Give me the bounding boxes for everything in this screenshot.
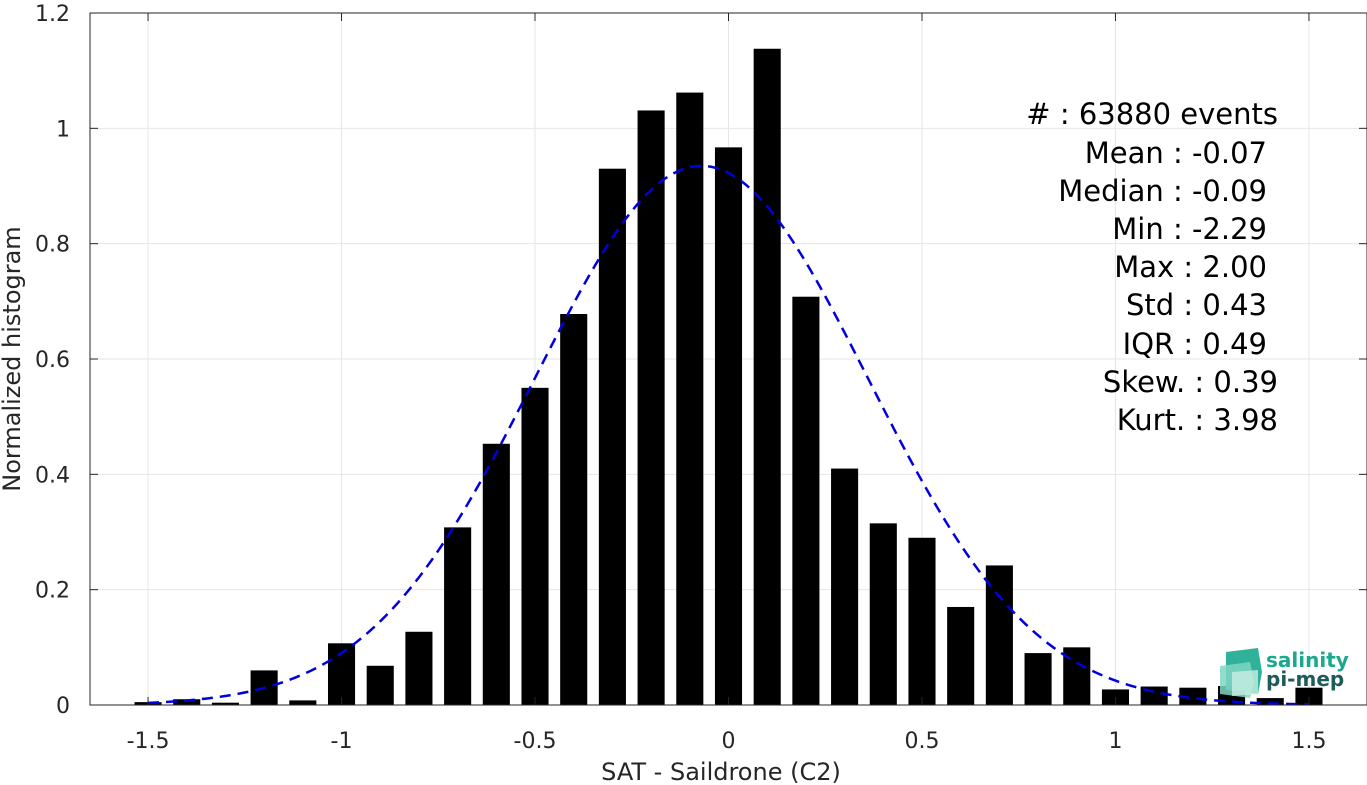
stat-max: Max : 2.00 <box>1114 250 1267 284</box>
bar-series <box>134 48 1323 705</box>
histogram-bar <box>676 92 704 705</box>
histogram-bar <box>985 565 1013 705</box>
histogram-bar <box>1179 687 1207 705</box>
y-tick-label: 1.2 <box>35 2 70 27</box>
histogram-bar <box>289 700 317 705</box>
x-tick-label: 1 <box>1108 729 1122 754</box>
y-tick-label: 0 <box>56 694 70 719</box>
stat-std: Std : 0.43 <box>1126 288 1267 322</box>
x-tick-label: 1.5 <box>1291 729 1326 754</box>
histogram-bar <box>405 631 433 705</box>
logo-text-salinity: salinity <box>1266 648 1349 672</box>
histogram-bar <box>714 147 743 705</box>
stat-mean: Mean : -0.07 <box>1085 136 1267 170</box>
y-tick-label: 0.4 <box>35 463 70 488</box>
stat-count: # : 63880 events <box>1026 97 1278 131</box>
histogram-bar <box>947 606 975 705</box>
histogram-bar <box>792 296 820 705</box>
histogram-bar <box>908 537 936 705</box>
histogram-bar <box>637 110 665 705</box>
logo-wave-icon <box>1220 648 1262 698</box>
y-tick-label: 1 <box>56 117 70 142</box>
histogram-bar <box>1256 698 1284 705</box>
x-tick-label: -1 <box>331 729 353 754</box>
histogram-bar <box>366 665 394 705</box>
histogram-bar <box>173 699 201 705</box>
logo-text-pimep: pi-mep <box>1266 667 1344 691</box>
y-axis-label: Normalized histogram <box>0 226 26 491</box>
x-tick-label: -0.5 <box>514 729 557 754</box>
stat-median: Median : -0.09 <box>1058 174 1267 208</box>
histogram-bar <box>753 48 781 705</box>
x-tick-label: 0.5 <box>904 729 939 754</box>
histogram-bar <box>444 527 472 705</box>
x-axis-label: SAT - Saildrone (C2) <box>601 758 841 785</box>
y-tick-label: 0.8 <box>35 233 70 258</box>
stat-min: Min : -2.29 <box>1112 212 1267 246</box>
y-tick-label: 0.2 <box>35 579 70 604</box>
x-axis-ticks: -1.5 -1 -0.5 0 0.5 1 1.5 <box>127 13 1326 754</box>
histogram-bar <box>211 702 239 705</box>
x-tick-label: 0 <box>722 729 736 754</box>
histogram-bar <box>560 314 588 705</box>
stat-skewness: Skew. : 0.39 <box>1103 365 1278 399</box>
histogram-bar <box>869 523 897 705</box>
histogram-bar <box>521 387 549 705</box>
statistics-annotation: # : 63880 events Mean : -0.07 Median : -… <box>1026 97 1278 437</box>
stat-iqr: IQR : 0.49 <box>1123 327 1267 361</box>
x-tick-label: -1.5 <box>127 729 170 754</box>
histogram-bar <box>1295 687 1323 705</box>
histogram-bar <box>1024 653 1052 705</box>
salinity-pimep-logo: salinity pi-mep <box>1220 648 1349 698</box>
histogram-bar <box>482 443 510 705</box>
histogram-bar <box>831 468 859 705</box>
histogram-bar <box>598 168 626 705</box>
y-tick-label: 0.6 <box>35 348 70 373</box>
gaussian-fit-curve <box>147 164 1309 706</box>
stat-kurtosis: Kurt. : 3.98 <box>1117 403 1278 437</box>
y-axis-ticks: 0 0.2 0.4 0.6 0.8 1 1.2 <box>35 2 1367 719</box>
